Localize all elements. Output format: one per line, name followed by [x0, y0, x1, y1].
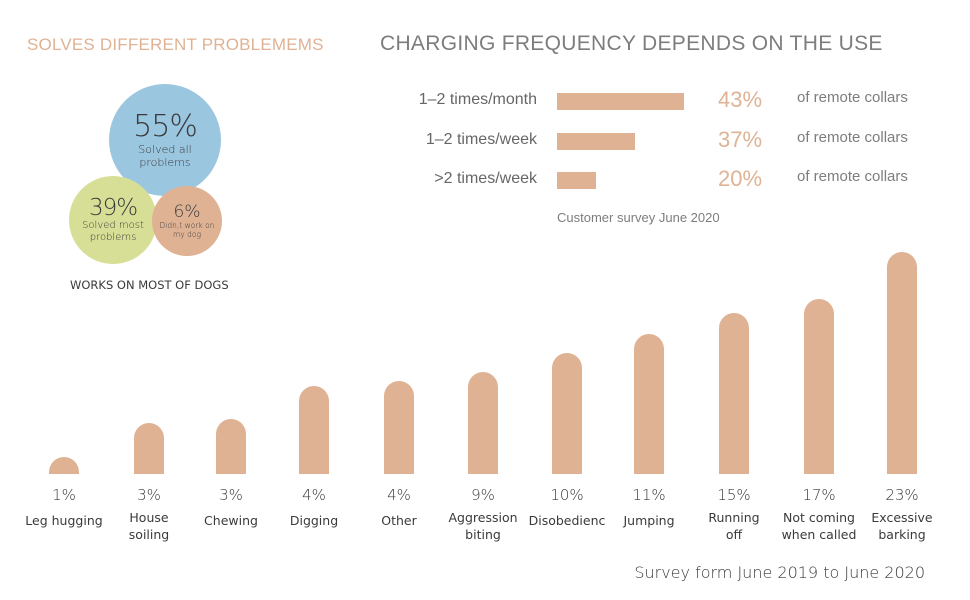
bar-digging [299, 386, 329, 474]
circle-pct: 39% [88, 195, 138, 221]
circle-label: Solved all [138, 143, 192, 156]
bar-other [384, 381, 414, 474]
bar-category-label: when called [782, 527, 857, 542]
bar-category-label: Digging [290, 513, 338, 528]
bar-value-label: 9% [471, 486, 495, 504]
bar-disobedienc [552, 353, 582, 474]
circle-label: my dog [173, 230, 201, 239]
bar-value-label: 23% [885, 486, 918, 504]
frequency-pct: 43% [718, 87, 763, 112]
frequency-pct: 37% [718, 127, 763, 152]
frequency-bar [557, 93, 684, 110]
circle-label: problems [89, 232, 137, 243]
bar-category-label: barking [878, 527, 925, 542]
customer-survey-note: Customer survey June 2020 [557, 210, 720, 225]
circle-did-not-work: 6% Didn,t work on my dog [152, 186, 222, 256]
frequency-label: 1–2 times/week [425, 131, 537, 148]
frequency-bar [557, 133, 635, 150]
bar-category-label: Excessive [871, 510, 933, 525]
bar-value-label: 4% [387, 486, 411, 504]
bar-category-label: Running [708, 510, 759, 525]
circle-solved-all: 55% Solved all problems [109, 84, 221, 196]
bar-aggression-biting [468, 372, 498, 474]
left-section-title: SOLVES DIFFERENT PROBLEMEMS [27, 35, 324, 54]
frequency-row: 1–2 times/week 37% of remote collars [380, 127, 940, 152]
bar-category-label: Other [381, 513, 417, 528]
bar-category-label: biting [465, 527, 501, 542]
bar-category-label: Not coming [783, 510, 855, 525]
circle-label: Solved most [82, 220, 144, 231]
bar-value-label: 3% [137, 486, 161, 504]
bar-value-label: 17% [802, 486, 835, 504]
bar-value-label: 1% [52, 486, 76, 504]
bar-category-label: soiling [129, 527, 169, 542]
bar-category-label: off [726, 527, 743, 542]
bar-category-label: Chewing [204, 513, 258, 528]
bar-jumping [634, 334, 664, 474]
bar-category-label: Disobedienc [529, 513, 606, 528]
bar-excessive-barking [887, 252, 917, 474]
bar-category-label: Leg hugging [25, 513, 102, 528]
frequency-row: >2 times/week 20% of remote collars [380, 166, 940, 191]
bar-value-label: 10% [550, 486, 583, 504]
bar-leg-hugging [49, 457, 79, 474]
circles-caption: WORKS ON MOST OF DOGS [70, 278, 229, 292]
circle-solved-most: 39% Solved most problems [69, 176, 157, 264]
bar-category-label: House [129, 510, 168, 525]
bar-running-off [719, 313, 749, 474]
bar-value-label: 3% [219, 486, 243, 504]
frequency-row: 1–2 times/month 43% of remote collars [380, 87, 940, 112]
frequency-pct: 20% [718, 166, 763, 191]
circle-pct: 55% [133, 109, 198, 144]
survey-source-note: Survey form June 2019 to June 2020 [634, 563, 925, 582]
bar-category-label: Jumping [622, 513, 674, 528]
bar-category-label: Aggression [448, 510, 517, 525]
bar-chewing [216, 419, 246, 474]
bar-not-coming-when-called [804, 299, 834, 474]
frequency-suffix: of remote collars [797, 168, 908, 185]
frequency-bar [557, 172, 596, 189]
bar-house-soiling [134, 423, 164, 474]
bar-value-label: 4% [302, 486, 326, 504]
bar-value-label: 11% [632, 486, 665, 504]
frequency-suffix: of remote collars [797, 129, 908, 146]
frequency-suffix: of remote collars [797, 89, 908, 106]
circle-label: Didn,t work on [159, 221, 215, 230]
circle-label: problems [139, 156, 191, 169]
frequency-label: >2 times/week [434, 170, 537, 187]
bar-value-label: 15% [717, 486, 750, 504]
circle-pct: 6% [173, 202, 201, 222]
frequency-label: 1–2 times/month [418, 91, 537, 108]
right-section-title: CHARGING FREQUENCY DEPENDS ON THE USE [380, 32, 883, 55]
